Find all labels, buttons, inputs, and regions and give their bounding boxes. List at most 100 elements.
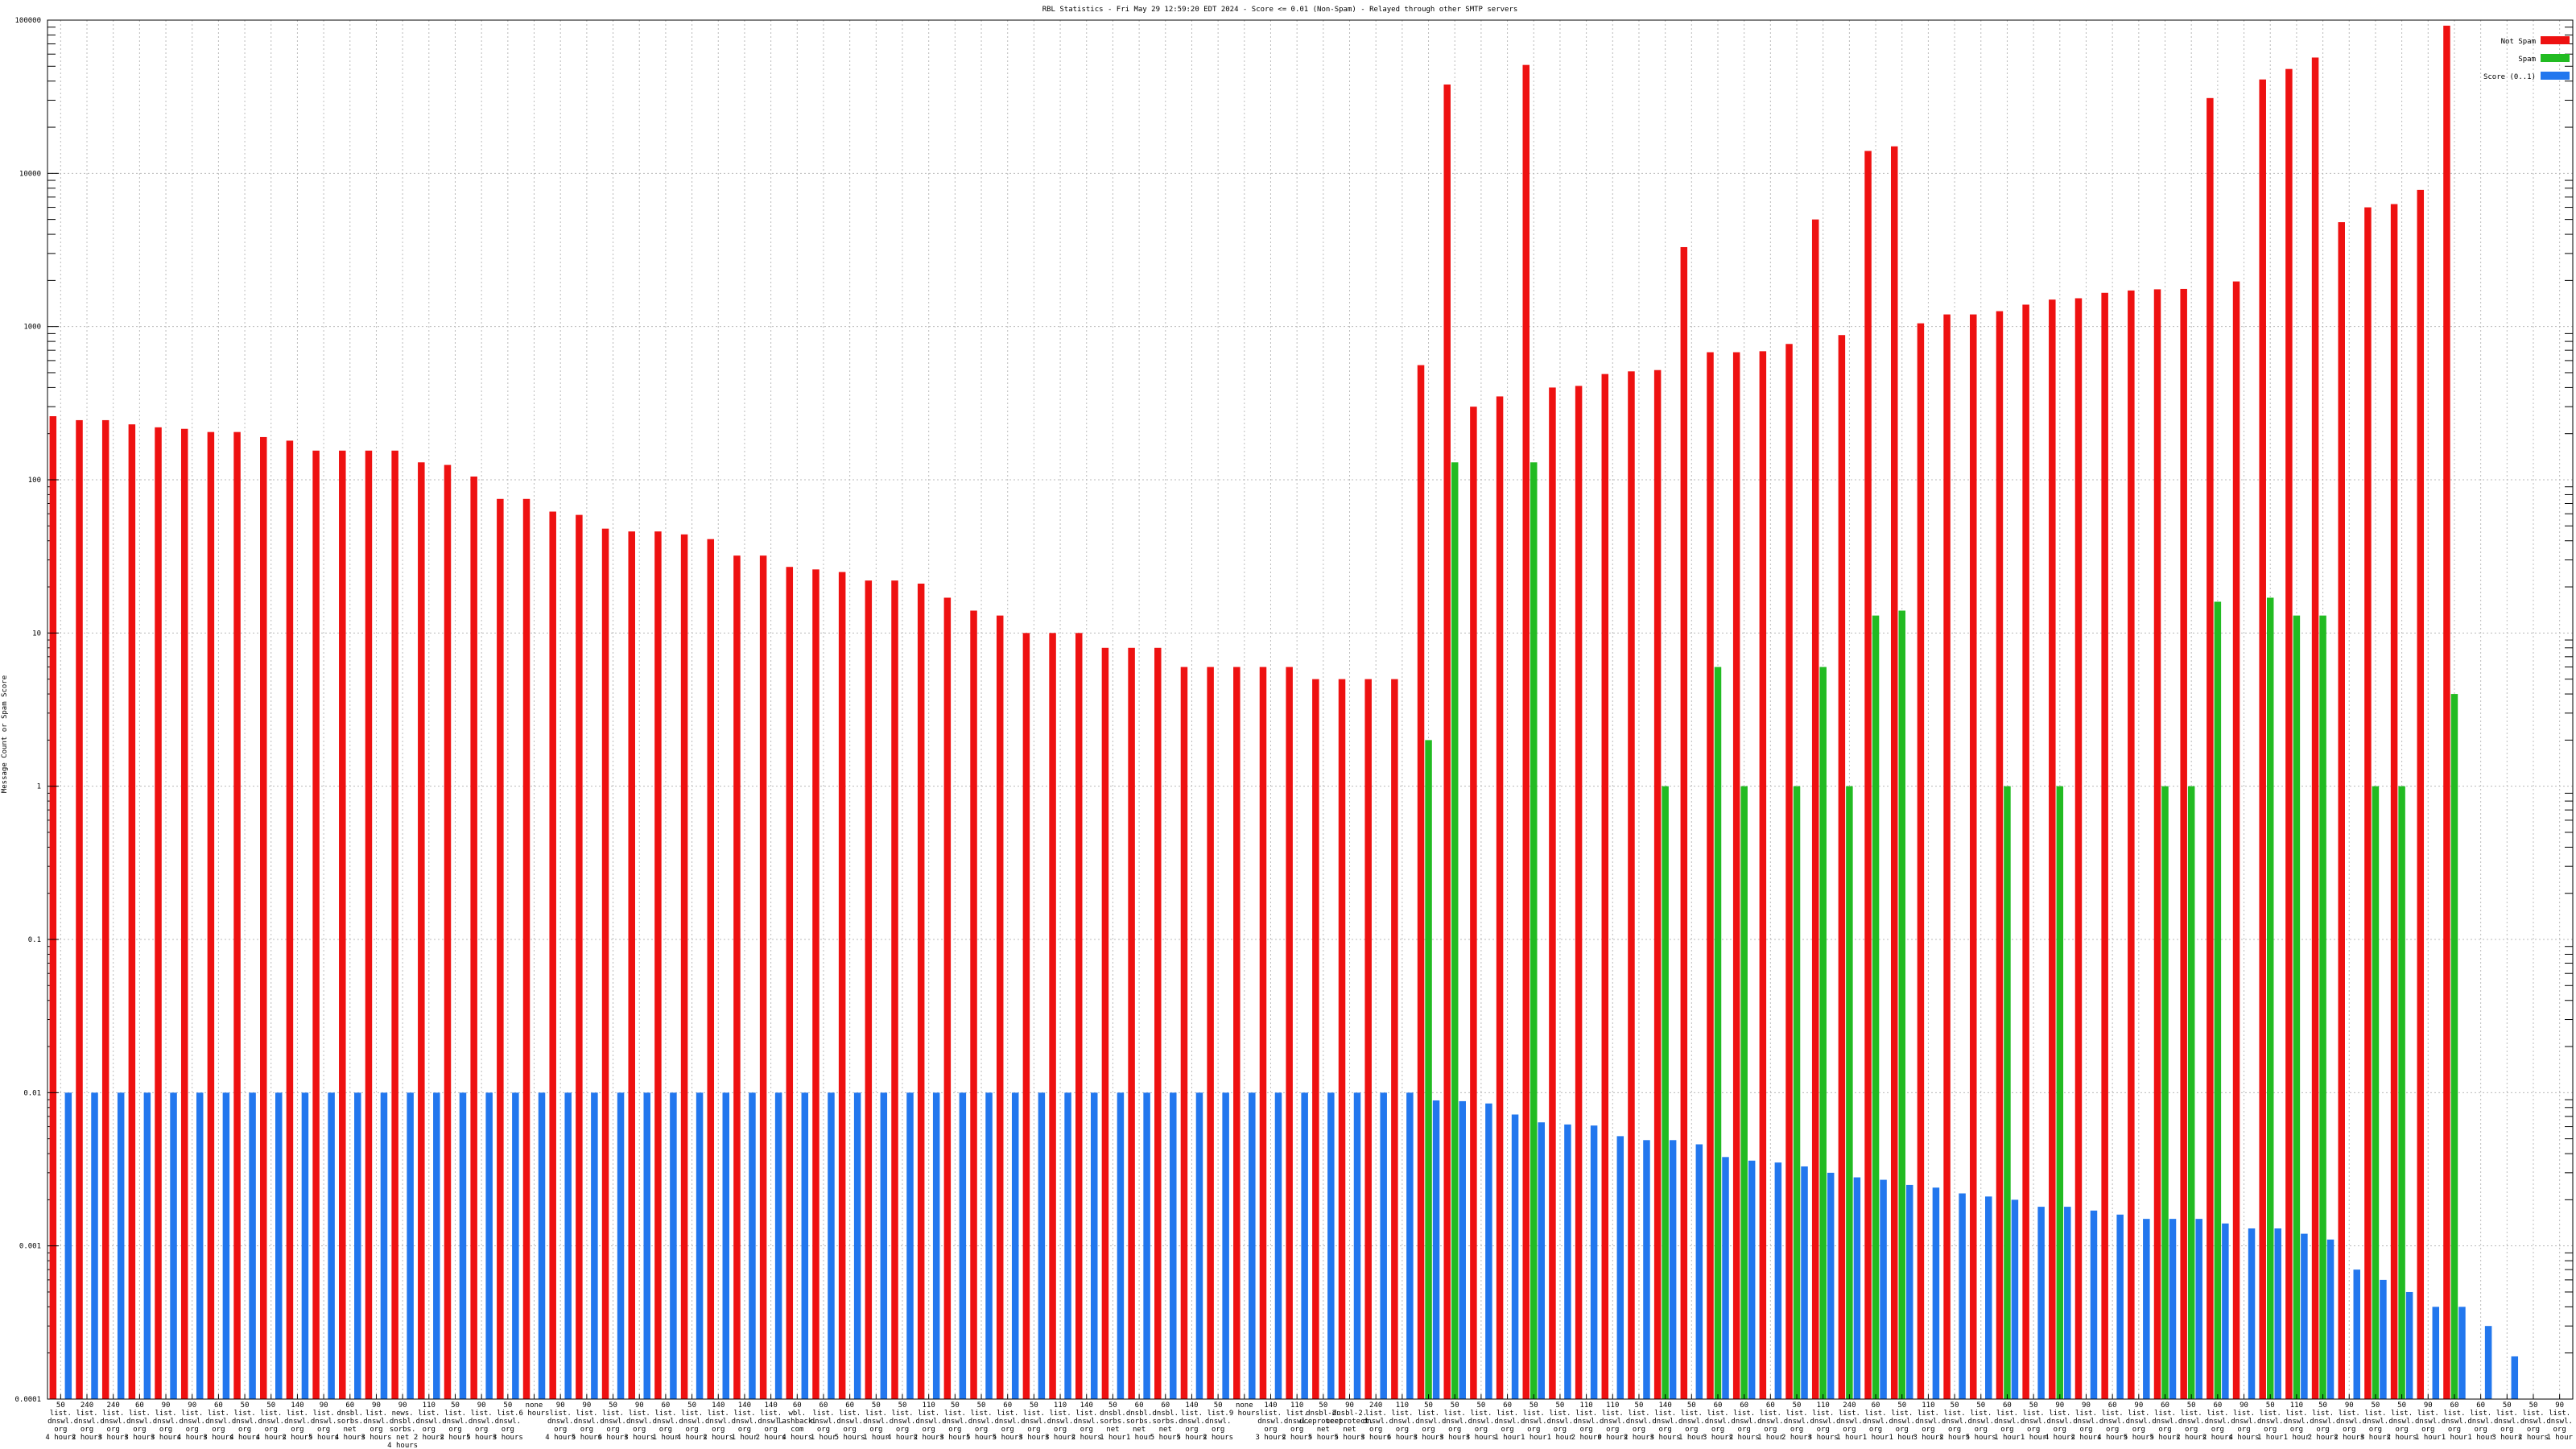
bar-score-0-1- — [1406, 1092, 1414, 1399]
x-tick-label: 140 list. dnswl. org 3 hours — [1650, 1402, 1681, 1442]
bar-not-spam — [1838, 335, 1846, 1400]
bar-spam — [1846, 786, 1853, 1399]
bar-score-0-1- — [1959, 1193, 1966, 1399]
x-tick-label: 90 list. dnswl. org 4 hours — [2229, 1402, 2260, 1442]
bar-not-spam — [1575, 386, 1583, 1399]
bar-score-0-1- — [2380, 1279, 2387, 1399]
bar-score-0-1- — [1564, 1124, 1571, 1399]
bar-not-spam — [838, 572, 846, 1400]
x-tick-label: 60 list. dnswl. org 5 hours — [2150, 1402, 2181, 1442]
bar-not-spam — [1286, 667, 1293, 1399]
bar-score-0-1- — [1301, 1092, 1308, 1399]
bar-not-spam — [1154, 647, 1162, 1399]
bar-spam — [2450, 694, 2458, 1399]
bar-score-0-1- — [1695, 1144, 1703, 1399]
bar-not-spam — [996, 615, 1004, 1399]
bar-spam — [1793, 786, 1801, 1399]
bar-score-0-1- — [1801, 1166, 1808, 1399]
x-tick-label: 50 list. dnswl. org 4 hours — [229, 1402, 260, 1442]
bar-spam — [2293, 615, 2301, 1399]
bar-not-spam — [128, 424, 136, 1399]
bar-score-0-1- — [2511, 1356, 2519, 1399]
y-tick-label: 10000 — [19, 170, 41, 178]
bar-score-0-1- — [1038, 1092, 1046, 1399]
bar-score-0-1- — [1274, 1092, 1282, 1399]
y-axis-label: Message Count or Spam Score — [1, 675, 9, 793]
x-tick-label: 50 list. dnswl. org 2 hours — [1203, 1402, 1233, 1442]
bar-not-spam — [2022, 304, 2029, 1400]
x-tick-label: 50 list. dnswl. org 1 hour — [1889, 1402, 1915, 1442]
x-tick-label: 50 list. dnswl. org 2 hours — [2176, 1402, 2207, 1442]
x-tick-label: 140 list. dnswl. org 2 hours — [703, 1402, 733, 1442]
bar-not-spam — [260, 436, 267, 1400]
bar-not-spam — [2390, 204, 2398, 1399]
bar-score-0-1- — [1170, 1092, 1177, 1399]
bar-not-spam — [2417, 189, 2425, 1399]
bar-not-spam — [1759, 351, 1767, 1399]
x-tick-label: 110 list. dnswl. org 2 hours — [414, 1402, 444, 1442]
x-tick-label: none 9 hours — [1229, 1402, 1260, 1418]
x-tick-label: 140 list. dnswl. org 2 hours — [756, 1402, 786, 1442]
plot-frame — [47, 19, 2574, 1400]
bar-score-0-1- — [774, 1092, 782, 1399]
bar-not-spam — [1128, 647, 1135, 1399]
bar-not-spam — [1680, 246, 1688, 1399]
bar-score-0-1- — [1722, 1157, 1729, 1399]
bar-not-spam — [1549, 387, 1556, 1399]
x-tick-label: 60 list. dnswl. org 1 hour — [1863, 1402, 1889, 1442]
y-tick-label: 1000 — [23, 324, 41, 332]
bar-spam — [2214, 601, 2222, 1399]
bar-not-spam — [2128, 290, 2135, 1399]
bar-not-spam — [2074, 298, 2083, 1400]
bar-spam — [1530, 462, 1538, 1400]
bar-score-0-1- — [1064, 1092, 1071, 1399]
bar-score-0-1- — [2195, 1219, 2202, 1399]
bar-not-spam — [680, 534, 688, 1400]
x-tick-label: 60 wbl. lashback. com 4 hours — [778, 1402, 817, 1442]
bar-not-spam — [49, 416, 57, 1399]
bar-score-0-1- — [696, 1092, 704, 1399]
x-tick-label: 50 list. dnswl. org 2 hours — [1939, 1402, 1970, 1442]
x-tick-label: 50 list. dnswl. org 2 hours — [1624, 1402, 1654, 1442]
x-tick-label: 110 list. dnswl. org 3 hours — [1045, 1402, 1075, 1442]
bar-not-spam — [654, 531, 662, 1399]
bar-not-spam — [865, 580, 873, 1399]
bar-not-spam — [733, 555, 741, 1399]
bar-not-spam — [1522, 64, 1530, 1399]
bar-score-0-1- — [512, 1092, 519, 1399]
x-tick-label: 50 list. dnswl. org 1 hour — [2257, 1402, 2284, 1442]
x-tick-label: 50 list. dnswl. org 1 hour — [863, 1402, 890, 1442]
bar-not-spam — [418, 462, 425, 1400]
bar-score-0-1- — [328, 1092, 335, 1399]
bar-spam — [1740, 786, 1748, 1399]
bar-score-0-1- — [1616, 1136, 1624, 1399]
bar-score-0-1- — [354, 1092, 361, 1399]
bar-not-spam — [2232, 281, 2240, 1400]
legend-swatch — [2541, 54, 2570, 62]
bar-score-0-1- — [1905, 1184, 1913, 1399]
bar-not-spam — [2101, 292, 2108, 1400]
bar-score-0-1- — [959, 1092, 967, 1399]
bar-not-spam — [365, 450, 373, 1399]
x-tick-label: 140 list. dnswl. org 5 hours — [1176, 1402, 1207, 1442]
x-tick-label: 60 list. dnswl. org 1 hour — [1757, 1402, 1784, 1442]
bars-layer — [49, 25, 2519, 1400]
bar-score-0-1- — [1511, 1114, 1519, 1399]
x-tick-label: 50 list. dnswl. org 3 hours — [493, 1402, 523, 1442]
bar-score-0-1- — [2037, 1207, 2045, 1399]
bar-not-spam — [444, 464, 452, 1399]
legend-label: Not Spam — [2501, 38, 2536, 46]
bar-score-0-1- — [2484, 1326, 2492, 1399]
bar-not-spam — [970, 610, 977, 1399]
x-tick-label: 50 list. dnswl. org 5 hours — [1966, 1402, 1996, 1442]
x-tick-label: 90 list. dnswl. org 1 hour — [2415, 1402, 2442, 1442]
x-tick-label: 60 list. dnswl. org 1 hour — [811, 1402, 837, 1442]
bar-spam — [2004, 786, 2011, 1399]
bar-not-spam — [155, 427, 162, 1399]
bar-not-spam — [2364, 207, 2372, 1399]
y-tick-label: 100 — [28, 477, 41, 485]
bar-not-spam — [1259, 667, 1267, 1399]
x-tick-label: 60 list. dnswl. org 5 hours — [993, 1402, 1023, 1442]
legend-label: Spam — [2518, 56, 2536, 64]
